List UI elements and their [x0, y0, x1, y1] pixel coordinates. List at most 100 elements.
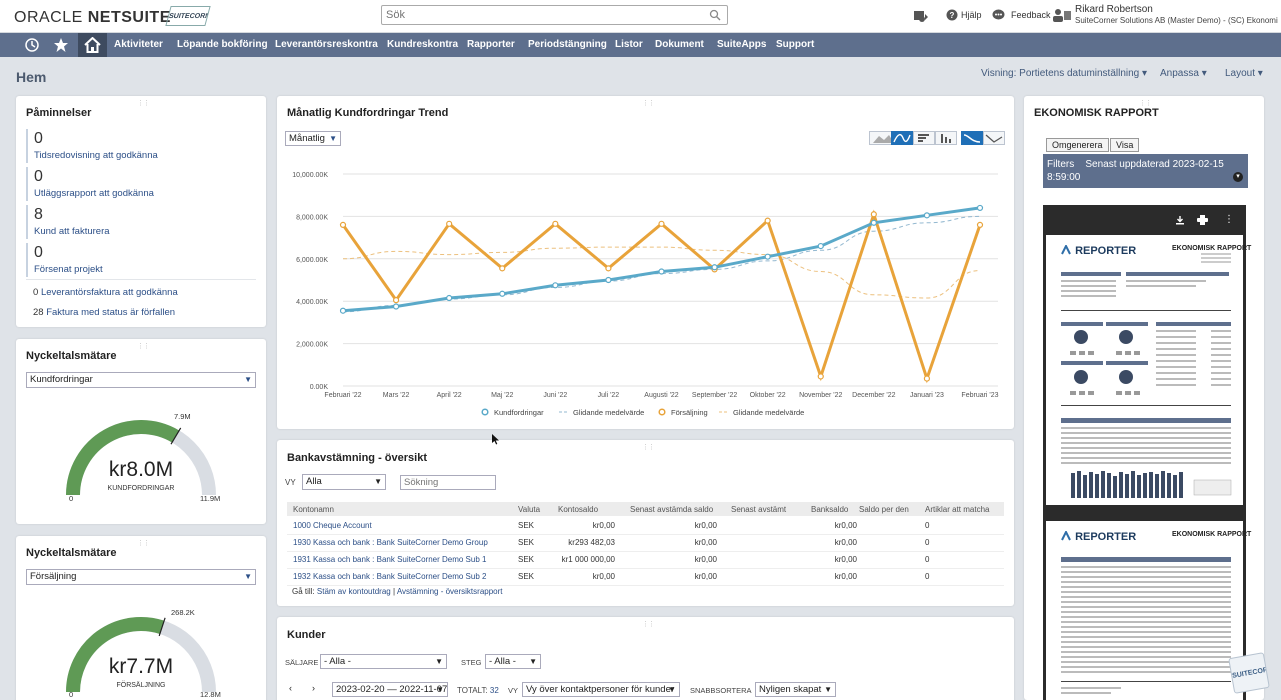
reconcile-statement-link[interactable]: Stäm av kontoutdrag: [316, 587, 391, 596]
reminder-count[interactable]: 0: [34, 130, 43, 147]
gauge-value: kr7.7M: [108, 655, 174, 678]
column-header[interactable]: Banksaldo: [811, 505, 849, 514]
bank-search-input[interactable]: [400, 475, 496, 490]
gauge-fill: [66, 420, 180, 496]
drag-handle[interactable]: ⋮⋮: [137, 100, 150, 107]
column-header[interactable]: Kontonamn: [293, 505, 334, 514]
create-new-icon[interactable]: [913, 9, 931, 26]
kpi-select[interactable]: Försäljning ▼: [26, 569, 256, 585]
account-name-link[interactable]: 1930 Kassa och bank : Bank SuiteCorner D…: [293, 538, 488, 547]
suitecorner-badge[interactable]: SUITECORNER: [1228, 652, 1270, 694]
nav-item-dokument[interactable]: Dokument: [655, 39, 704, 50]
kpi-select[interactable]: Kundfordringar ▼: [26, 372, 256, 388]
date-range-select[interactable]: 2023-02-20 — 2022-11-07 ▼: [332, 682, 448, 697]
drag-handle[interactable]: ⋮⋮: [642, 100, 655, 107]
nav-item-suiteapps[interactable]: SuiteApps: [717, 39, 767, 50]
search-icon[interactable]: [709, 9, 721, 24]
report-filters-bar[interactable]: Filters Senast uppdaterad 2023-02-15 8:5…: [1043, 154, 1248, 188]
user-name[interactable]: Rikard Robertson: [1075, 4, 1153, 15]
recent-records-icon[interactable]: [24, 37, 40, 53]
seller-label: SÄLJARE: [285, 658, 319, 667]
nav-item-rapporter[interactable]: Rapporter: [467, 39, 515, 50]
column-header[interactable]: Valuta: [518, 505, 541, 514]
nav-item-listor[interactable]: Listor: [615, 39, 643, 50]
account-name-link[interactable]: 1000 Cheque Account: [293, 521, 372, 530]
report-title: EKONOMISK RAPPORT: [1034, 107, 1159, 119]
reminder-count[interactable]: 8: [34, 206, 43, 223]
drag-handle[interactable]: ⋮⋮: [1139, 100, 1152, 107]
column-header[interactable]: Saldo per den: [859, 505, 909, 514]
table-cell: kr0,00: [834, 538, 857, 547]
period-select[interactable]: Månatlig ▼: [285, 131, 341, 146]
drag-handle[interactable]: ⋮⋮: [137, 540, 150, 547]
page-header: Hem Visning: Portietens datuminställning…: [0, 57, 1281, 95]
reminder-label[interactable]: Försenat projekt: [34, 264, 103, 275]
goto-links: Gå till: Stäm av kontoutdrag | Avstämnin…: [292, 587, 503, 596]
account-name-link[interactable]: 1931 Kassa och bank : Bank SuiteCorner D…: [293, 555, 487, 564]
smooth-line-toggle[interactable]: [961, 131, 983, 145]
drag-handle[interactable]: ⋮⋮: [642, 621, 655, 628]
home-button[interactable]: [78, 33, 107, 57]
y-tick-label: 8,000.00K: [296, 214, 328, 221]
reminder-line[interactable]: 28 Faktura med status är förfallen: [33, 307, 176, 318]
reminder-count[interactable]: 0: [34, 168, 43, 185]
print-icon[interactable]: [1197, 215, 1208, 228]
reconciliation-report-link[interactable]: Avstämning - översiktsrapport: [396, 587, 503, 596]
x-tick-label: Juli '22: [598, 392, 620, 399]
account-name-link[interactable]: 1932 Kassa och bank : Bank SuiteCorner D…: [293, 572, 487, 581]
nav-item-aktiviteter[interactable]: Aktiviteter: [114, 39, 163, 50]
regenerate-button[interactable]: Omgenerera: [1046, 138, 1109, 152]
table-cell: 0: [925, 572, 930, 581]
data-point-sales: [923, 375, 931, 382]
help-link[interactable]: Hjälp: [961, 10, 982, 20]
bar-horizontal-toggle[interactable]: [913, 131, 935, 145]
feedback-link[interactable]: Feedback: [1011, 10, 1051, 20]
reminder-label[interactable]: Utläggsrapport att godkänna: [34, 188, 154, 199]
favorites-star-icon[interactable]: [53, 37, 69, 53]
bank-reconciliation-portlet: ⋮⋮ Bankavstämning - översikt VY Alla▼ Ko…: [277, 440, 1014, 606]
column-header[interactable]: Senast avstämda saldo: [630, 505, 714, 514]
nav-item-periodstangning[interactable]: Periodstängning: [528, 39, 607, 50]
line-chart-toggle[interactable]: [891, 131, 913, 145]
view-setting-label: Visning: Portietens datuminställning: [981, 68, 1140, 79]
previous-page-icon[interactable]: ‹: [289, 683, 292, 693]
layout-dropdown[interactable]: Layout ▾: [1225, 68, 1263, 79]
reminder-label[interactable]: Tidsredovisning att godkänna: [34, 150, 158, 161]
quicksort-select[interactable]: Nyligen skapat ▼: [755, 682, 836, 697]
bar-vertical-toggle[interactable]: [935, 131, 957, 145]
download-icon[interactable]: [1175, 215, 1185, 228]
nav-item-leverantorsreskontra[interactable]: Leverantörsreskontra: [275, 39, 378, 50]
help-icon[interactable]: ?: [946, 9, 958, 24]
netsuite-logo[interactable]: ORACLE NETSUITE: [14, 9, 171, 26]
drag-handle[interactable]: ⋮⋮: [137, 343, 150, 350]
column-header[interactable]: Artiklar att matcha: [925, 505, 990, 514]
nav-item-kundreskontra[interactable]: Kundreskontra: [387, 39, 459, 50]
reminder-count[interactable]: 0: [34, 244, 43, 261]
expand-filters-icon[interactable]: ▾: [1233, 172, 1243, 182]
column-header[interactable]: Senast avstämt: [731, 505, 787, 514]
global-search-input[interactable]: [382, 6, 692, 24]
drag-handle[interactable]: ⋮⋮: [642, 444, 655, 451]
user-organization[interactable]: SuiteCorner Solutions AB (Master Demo) -…: [1075, 16, 1278, 25]
straight-line-toggle[interactable]: [983, 131, 1005, 145]
view-setting-dropdown[interactable]: Visning: Portietens datuminställning ▾: [981, 68, 1148, 79]
feedback-icon[interactable]: [992, 9, 1005, 24]
seller-select[interactable]: - Alla - ▼: [320, 654, 447, 669]
nav-item-lopande-bokforing[interactable]: Löpande bokföring: [177, 39, 268, 50]
show-button[interactable]: Visa: [1110, 138, 1140, 152]
more-options-icon[interactable]: ⋮: [1224, 214, 1234, 225]
global-search[interactable]: [381, 5, 728, 25]
view-select[interactable]: Alla ▼: [302, 474, 386, 490]
gauge-target-label: 7.9M: [174, 412, 191, 421]
next-page-icon[interactable]: ›: [312, 683, 315, 693]
customer-view-select[interactable]: Vy över kontaktpersoner för kunder ▼: [522, 682, 680, 697]
stage-select[interactable]: - Alla - ▼: [485, 654, 541, 669]
data-point-receivables: [711, 264, 718, 271]
column-header[interactable]: Kontosaldo: [558, 505, 599, 514]
nav-item-support[interactable]: Support: [776, 39, 815, 50]
customize-dropdown[interactable]: Anpassa ▾: [1160, 68, 1207, 79]
kpi-gauge: [66, 616, 216, 693]
reminder-line[interactable]: 0 Leverantörsfaktura att godkänna: [33, 287, 178, 298]
reminder-label[interactable]: Kund att fakturera: [34, 226, 110, 237]
user-role-icon[interactable]: [1052, 8, 1072, 25]
